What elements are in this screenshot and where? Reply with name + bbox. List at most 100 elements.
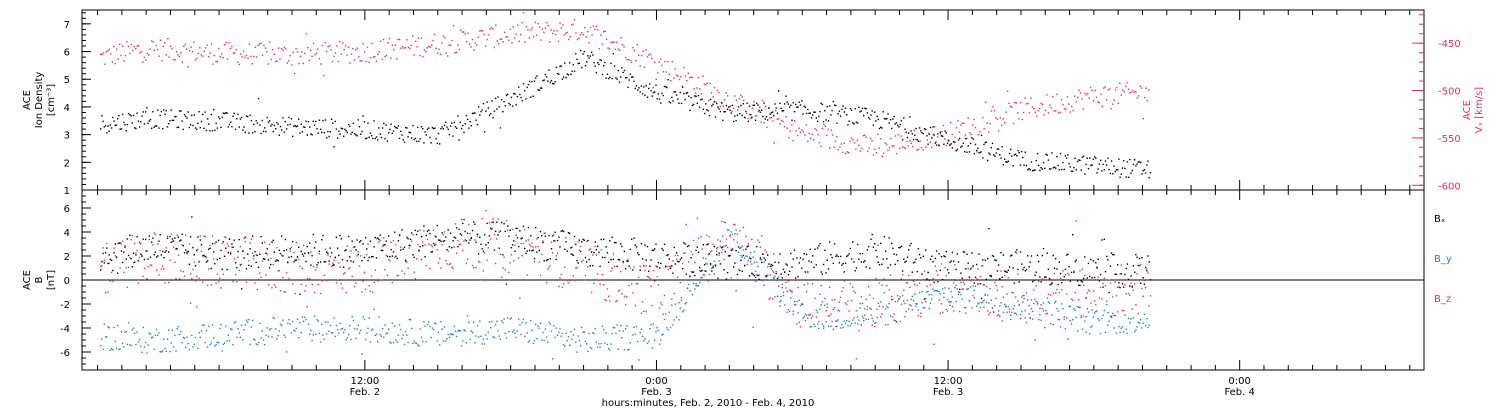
vx-point bbox=[699, 88, 700, 89]
bz-point bbox=[974, 297, 975, 298]
density-point bbox=[1066, 157, 1067, 158]
density-point bbox=[807, 109, 808, 110]
bz-point bbox=[856, 358, 857, 359]
by-point bbox=[422, 341, 423, 342]
by-point bbox=[126, 331, 127, 332]
bz-point bbox=[636, 283, 637, 284]
bz-point bbox=[937, 274, 938, 275]
bx-point bbox=[892, 248, 893, 249]
by-point bbox=[510, 319, 511, 320]
vx-point bbox=[449, 44, 450, 45]
by-point bbox=[800, 305, 801, 306]
bx-point bbox=[1138, 265, 1139, 266]
bx-point bbox=[443, 241, 444, 242]
bz-point bbox=[904, 316, 905, 317]
vx-point bbox=[1118, 103, 1119, 104]
bx-point bbox=[393, 251, 394, 252]
bz-point bbox=[931, 294, 932, 295]
density-point bbox=[237, 114, 238, 115]
density-point bbox=[394, 126, 395, 127]
top-ylabel-right-vx: Vₓ [km/s] bbox=[1474, 87, 1485, 133]
by-point bbox=[997, 290, 998, 291]
by-point bbox=[534, 340, 535, 341]
vx-point bbox=[838, 149, 839, 150]
bx-point bbox=[918, 248, 919, 249]
vx-point bbox=[1055, 110, 1056, 111]
by-point bbox=[727, 229, 728, 230]
density-point bbox=[989, 154, 990, 155]
bz-point bbox=[409, 247, 410, 248]
by-point bbox=[976, 306, 977, 307]
bz-point bbox=[862, 303, 863, 304]
by-point bbox=[850, 325, 851, 326]
density-point bbox=[902, 139, 903, 140]
bx-point bbox=[1118, 282, 1119, 283]
by-point bbox=[147, 344, 148, 345]
bx-point bbox=[1115, 274, 1116, 275]
by-point bbox=[613, 327, 614, 328]
vx-point bbox=[683, 67, 684, 68]
bz-point bbox=[697, 218, 698, 219]
density-point bbox=[835, 105, 836, 106]
bz-point bbox=[1126, 293, 1127, 294]
bx-point bbox=[178, 236, 179, 237]
vx-point bbox=[354, 59, 355, 60]
density-point bbox=[285, 121, 286, 122]
bz-point bbox=[358, 251, 359, 252]
density-point bbox=[1028, 168, 1029, 169]
bx-point bbox=[711, 270, 712, 271]
vx-point bbox=[969, 132, 970, 133]
density-point bbox=[386, 124, 387, 125]
bz-point bbox=[299, 266, 300, 267]
bz-point bbox=[953, 310, 954, 311]
by-point bbox=[251, 326, 252, 327]
bz-point bbox=[829, 287, 830, 288]
density-point bbox=[831, 110, 832, 111]
bz-point bbox=[169, 260, 170, 261]
bx-point bbox=[830, 254, 831, 255]
bz-point bbox=[783, 292, 784, 293]
bx-point bbox=[1008, 270, 1009, 271]
density-point bbox=[988, 153, 989, 154]
vx-point bbox=[715, 101, 716, 102]
by-point bbox=[232, 344, 233, 345]
bx-point bbox=[260, 236, 261, 237]
bz-point bbox=[258, 279, 259, 280]
density-point bbox=[1022, 157, 1023, 158]
vx-point bbox=[137, 45, 138, 46]
bz-point bbox=[902, 274, 903, 275]
bz-point bbox=[488, 247, 489, 248]
bz-point bbox=[301, 284, 302, 285]
bz-point bbox=[318, 284, 319, 285]
by-point bbox=[433, 329, 434, 330]
vx-point bbox=[743, 100, 744, 101]
bz-point bbox=[1141, 288, 1142, 289]
bx-point bbox=[1146, 270, 1147, 271]
vx-point bbox=[602, 43, 603, 44]
bz-point bbox=[505, 269, 506, 270]
density-point bbox=[432, 127, 433, 128]
by-point bbox=[693, 283, 694, 284]
bx-point bbox=[450, 233, 451, 234]
vx-point bbox=[637, 44, 638, 45]
bx-point bbox=[196, 250, 197, 251]
bx-point bbox=[254, 251, 255, 252]
by-point bbox=[240, 337, 241, 338]
bx-point bbox=[331, 252, 332, 253]
bz-point bbox=[147, 266, 148, 267]
bz-point bbox=[320, 293, 321, 294]
vx-point bbox=[206, 44, 207, 45]
by-point bbox=[467, 315, 468, 316]
by-point bbox=[122, 343, 123, 344]
by-point bbox=[863, 320, 864, 321]
vx-point bbox=[524, 41, 525, 42]
by-point bbox=[427, 324, 428, 325]
bz-point bbox=[140, 243, 141, 244]
bx-point bbox=[545, 236, 546, 237]
density-point bbox=[414, 139, 415, 140]
vx-point bbox=[886, 144, 887, 145]
density-point bbox=[1119, 177, 1120, 178]
by-point bbox=[941, 303, 942, 304]
by-point bbox=[1031, 308, 1032, 309]
density-point bbox=[890, 119, 891, 120]
